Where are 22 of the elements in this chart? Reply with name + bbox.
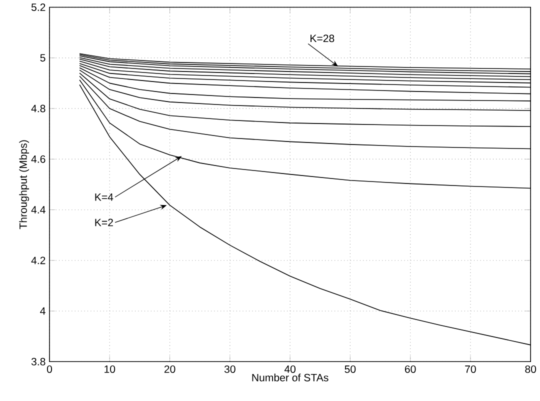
x-tick-label: 40 xyxy=(284,365,296,373)
x-tick-label: 10 xyxy=(104,365,116,373)
x-tick-label: 70 xyxy=(465,365,476,373)
y-tick-label: 5 xyxy=(40,54,46,62)
x-tick-label: 60 xyxy=(404,365,416,373)
y-axis-title: Throughput (Mbps) xyxy=(19,140,30,229)
annotation: K=4 xyxy=(95,193,114,201)
x-tick-label: 30 xyxy=(224,365,236,373)
y-tick-label: 4.8 xyxy=(31,104,46,112)
x-axis-title: Number of STAs xyxy=(252,373,328,382)
y-tick-label: 4.4 xyxy=(31,206,46,214)
x-tick-label: 20 xyxy=(164,365,176,373)
y-tick-label: 4.6 xyxy=(31,155,46,163)
x-tick-label: 0 xyxy=(46,365,52,373)
annotation: K=2 xyxy=(95,218,113,226)
x-tick-label: 50 xyxy=(344,365,356,373)
y-tick-label: 3.8 xyxy=(31,358,46,366)
y-tick-label: 5.2 xyxy=(31,3,46,11)
annotation: K=28 xyxy=(310,34,334,42)
y-tick-label: 4.2 xyxy=(31,256,46,264)
x-tick-label: 80 xyxy=(525,365,536,373)
y-tick-label: 4 xyxy=(40,307,46,315)
